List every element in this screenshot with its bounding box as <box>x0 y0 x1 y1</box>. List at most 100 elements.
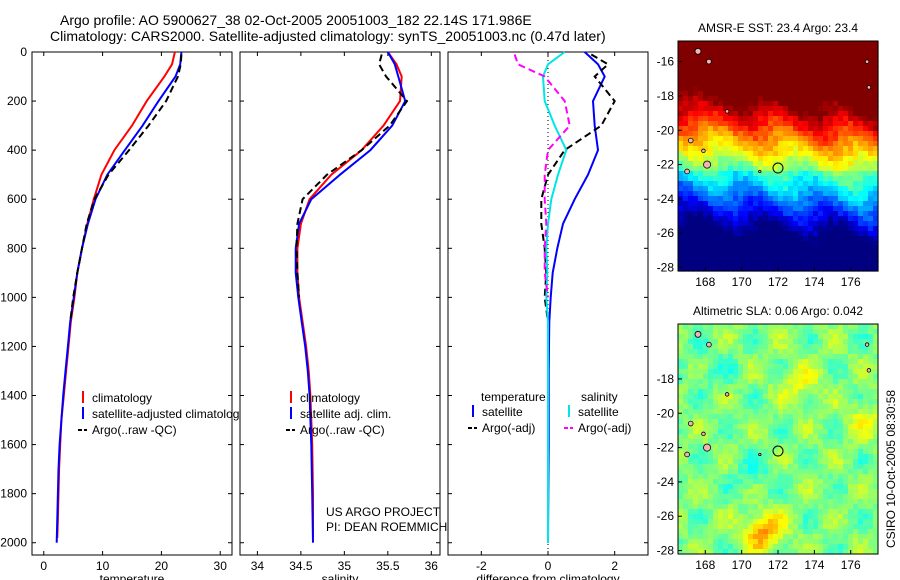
sst-map-cell <box>783 41 789 47</box>
sst-map-cell <box>708 156 714 162</box>
sla-map-cell <box>828 484 834 490</box>
sla-map-cell <box>863 394 869 400</box>
sst-map-cell <box>843 131 849 137</box>
sst-map-cell <box>718 61 724 67</box>
sst-map-cell <box>853 261 859 267</box>
sla-map-cell <box>703 349 709 355</box>
sst-map-cell <box>868 241 874 247</box>
sla-map-cell <box>698 369 704 375</box>
sst-map-cell <box>803 161 809 167</box>
sst-map-cell <box>828 106 834 112</box>
sst-map-cell <box>778 71 784 77</box>
sla-map-cell <box>838 479 844 485</box>
sla-map-cell <box>813 344 819 350</box>
difference-series-line-3 <box>513 54 571 298</box>
sst-map-cell <box>698 121 704 127</box>
sst-map-cell <box>813 221 819 227</box>
sla-map-cell <box>743 489 749 495</box>
sla-map-cell <box>783 369 789 375</box>
sst-map-cell <box>683 101 689 107</box>
sst-map-cell <box>833 41 839 47</box>
sla-map-cell <box>683 489 689 495</box>
sla-map-cell <box>738 534 744 540</box>
sla-map-cell <box>723 354 729 360</box>
sla-map-cell <box>828 419 834 425</box>
sst-map-cell <box>678 121 684 127</box>
sla-map-cell <box>873 469 879 475</box>
sst-map-cell <box>793 191 799 197</box>
sst-map-cell <box>688 96 694 102</box>
sla-map-cell <box>698 464 704 470</box>
sst-map-cell <box>743 91 749 97</box>
sla-map-cell <box>778 399 784 405</box>
sst-map-cell <box>843 141 849 147</box>
sst-map-cell <box>773 246 779 252</box>
sst-map-cell <box>873 91 879 97</box>
sst-map-cell <box>748 186 754 192</box>
sla-map-cell <box>713 459 719 465</box>
sst-map-cell <box>843 61 849 67</box>
sla-map-cell <box>798 544 804 550</box>
sla-map-cell <box>763 494 769 500</box>
sst-map-cell <box>793 126 799 132</box>
sla-map-cell <box>708 369 714 375</box>
sst-map-cell <box>743 236 749 242</box>
sst-map-cell <box>708 46 714 52</box>
sst-map-cell <box>693 96 699 102</box>
sst-map-cell <box>768 86 774 92</box>
sla-map-cell <box>798 354 804 360</box>
sla-map-cell <box>768 429 774 435</box>
sla-map-cell <box>698 339 704 345</box>
sla-map-cell <box>698 424 704 430</box>
sla-map-cell <box>713 364 719 370</box>
sst-map-cell <box>808 221 814 227</box>
sst-map-cell <box>773 91 779 97</box>
sst-map-cell <box>718 111 724 117</box>
sla-map-cell <box>813 504 819 510</box>
sla-map-cell <box>848 374 854 380</box>
sst-map-cell <box>868 121 874 127</box>
sla-map-cell <box>838 524 844 530</box>
sst-map-cell <box>753 216 759 222</box>
sst-map-cell <box>688 111 694 117</box>
sst-map-cell <box>728 231 734 237</box>
sst-map-cell <box>773 56 779 62</box>
sla-map-cell <box>813 459 819 465</box>
sst-map-cell <box>718 91 724 97</box>
sst-map-cell <box>763 66 769 72</box>
sst-map-cell <box>763 241 769 247</box>
sst-map-xtick-label: 174 <box>804 275 824 289</box>
sst-map-cell <box>783 76 789 82</box>
sla-map-cell <box>718 339 724 345</box>
sst-map-cell <box>828 136 834 142</box>
sst-map-cell <box>873 241 879 247</box>
sla-map-cell <box>718 454 724 460</box>
sla-map-cell <box>678 474 684 480</box>
sla-map-cell <box>778 409 784 415</box>
sla-map-cell <box>778 499 784 505</box>
sla-map-cell <box>803 464 809 470</box>
sst-map-cell <box>768 266 774 272</box>
sst-map-cell <box>858 176 864 182</box>
sla-map-cell <box>838 349 844 355</box>
sla-map-cell <box>868 509 874 515</box>
sst-map-cell <box>763 81 769 87</box>
sla-map-cell <box>873 369 879 375</box>
sla-map-cell <box>783 464 789 470</box>
sst-map-cell <box>833 171 839 177</box>
sla-map-cell <box>758 544 764 550</box>
sla-map-ytick-label: -20 <box>657 406 675 420</box>
sst-map-cell <box>768 151 774 157</box>
sst-map-cell <box>688 191 694 197</box>
sst-map-cell <box>838 91 844 97</box>
sla-map-cell <box>698 534 704 540</box>
sst-map-cell <box>688 56 694 62</box>
sst-map-cell <box>753 146 759 152</box>
sst-map-cell <box>693 126 699 132</box>
sst-map-cell <box>758 266 764 272</box>
sla-map-cell <box>863 339 869 345</box>
sla-map-cell <box>743 359 749 365</box>
sst-map-cell <box>863 46 869 52</box>
sst-map-cell <box>848 141 854 147</box>
sla-map-cell <box>848 519 854 525</box>
